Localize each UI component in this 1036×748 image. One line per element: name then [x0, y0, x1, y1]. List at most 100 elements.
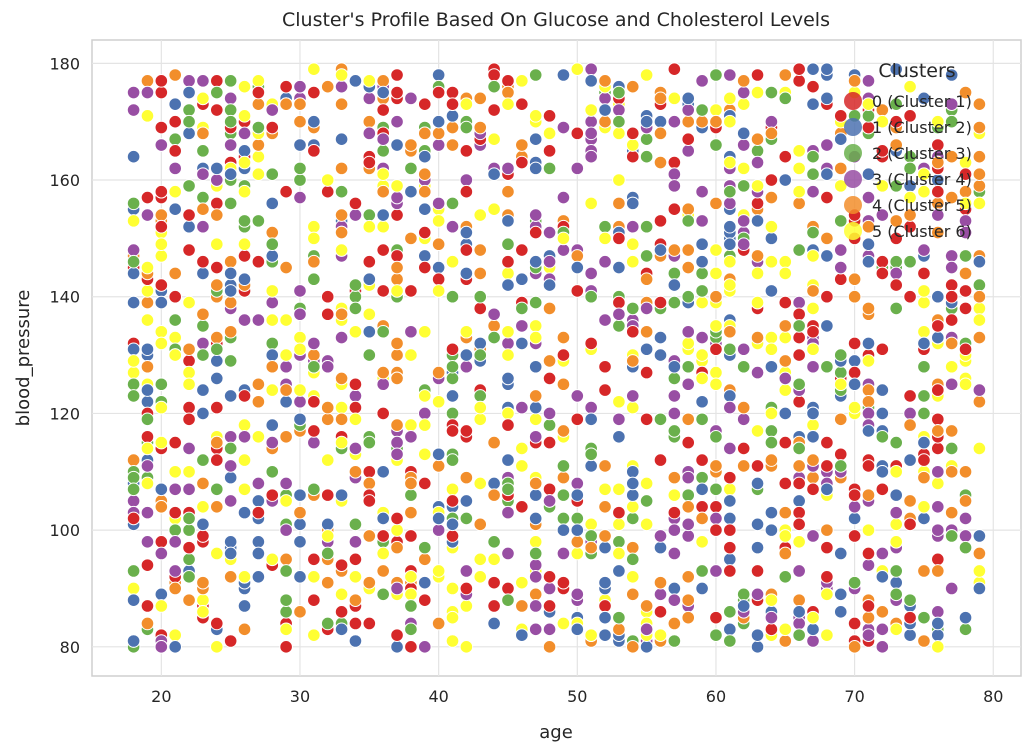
data-point — [209, 482, 224, 497]
data-point — [639, 219, 654, 234]
data-point — [404, 529, 418, 543]
data-point — [376, 587, 390, 602]
data-point — [889, 488, 904, 502]
data-point — [931, 424, 945, 438]
data-point — [279, 184, 293, 199]
data-point — [390, 85, 404, 100]
data-point — [196, 605, 210, 619]
data-point — [390, 190, 404, 205]
data-point — [681, 470, 696, 485]
data-point — [625, 499, 640, 514]
data-point — [542, 161, 557, 176]
data-point — [695, 295, 709, 310]
data-point — [709, 196, 723, 211]
data-point — [265, 167, 280, 182]
data-point — [293, 605, 307, 619]
data-point — [833, 132, 848, 146]
data-point — [265, 284, 280, 298]
data-point — [334, 587, 349, 602]
data-point — [612, 429, 626, 444]
data-point — [695, 214, 709, 228]
data-point — [182, 464, 196, 479]
data-point — [847, 289, 862, 304]
data-point — [515, 272, 529, 287]
data-point — [709, 610, 723, 625]
data-point — [431, 447, 446, 462]
data-point — [445, 85, 460, 100]
data-point — [334, 400, 349, 415]
data-point — [931, 616, 945, 631]
data-point — [792, 184, 806, 199]
data-point — [196, 348, 210, 362]
data-point — [265, 348, 280, 362]
data-point — [528, 587, 543, 602]
data-point — [140, 109, 155, 123]
data-point — [320, 79, 335, 94]
data-point — [501, 453, 515, 467]
data-point — [140, 284, 155, 298]
data-point — [126, 342, 141, 357]
data-point — [570, 476, 585, 491]
data-point — [833, 546, 848, 561]
data-point — [431, 114, 446, 129]
data-point — [625, 570, 640, 584]
data-point — [390, 336, 404, 351]
data-point — [542, 599, 557, 613]
data-point — [723, 441, 737, 456]
data-point — [542, 225, 557, 240]
data-point — [154, 377, 169, 392]
data-point — [293, 190, 307, 205]
data-point — [584, 336, 598, 351]
data-point — [307, 85, 321, 100]
data-point — [681, 570, 696, 584]
data-point — [390, 179, 404, 193]
data-point — [265, 103, 280, 117]
data-point — [778, 570, 793, 584]
data-point — [833, 348, 848, 362]
data-point — [251, 254, 266, 269]
data-point — [293, 342, 307, 357]
data-point — [182, 400, 196, 415]
data-point — [431, 272, 446, 287]
data-point — [487, 68, 501, 82]
data-point — [168, 505, 182, 520]
data-point — [653, 453, 668, 467]
data-point — [903, 389, 917, 403]
data-point — [223, 429, 238, 444]
data-point — [750, 68, 765, 82]
data-point — [820, 523, 834, 537]
data-point — [307, 435, 321, 450]
data-point — [806, 470, 820, 485]
data-point — [431, 523, 446, 537]
data-point — [570, 389, 585, 403]
data-point — [501, 214, 515, 228]
data-point — [390, 511, 404, 526]
data-point — [556, 523, 571, 537]
data-point — [556, 377, 571, 392]
data-point — [223, 546, 238, 561]
data-point — [598, 231, 612, 246]
data-point — [196, 254, 210, 269]
data-point — [861, 599, 876, 613]
data-point — [667, 406, 682, 421]
data-point — [542, 406, 557, 421]
legend-marker — [844, 196, 862, 214]
data-point — [431, 564, 446, 578]
data-point — [320, 529, 335, 543]
data-point — [695, 394, 709, 409]
data-point — [570, 284, 585, 298]
data-point — [861, 254, 876, 269]
data-point — [320, 546, 335, 561]
data-point — [750, 424, 765, 438]
data-point — [348, 412, 363, 427]
data-point — [833, 161, 848, 176]
data-point — [182, 85, 196, 100]
data-point — [709, 138, 723, 152]
data-point — [917, 499, 931, 514]
data-point — [681, 593, 696, 607]
data-point — [709, 103, 723, 117]
data-point — [861, 190, 876, 205]
data-point — [778, 295, 793, 310]
data-point — [625, 552, 640, 567]
data-point — [806, 62, 820, 76]
